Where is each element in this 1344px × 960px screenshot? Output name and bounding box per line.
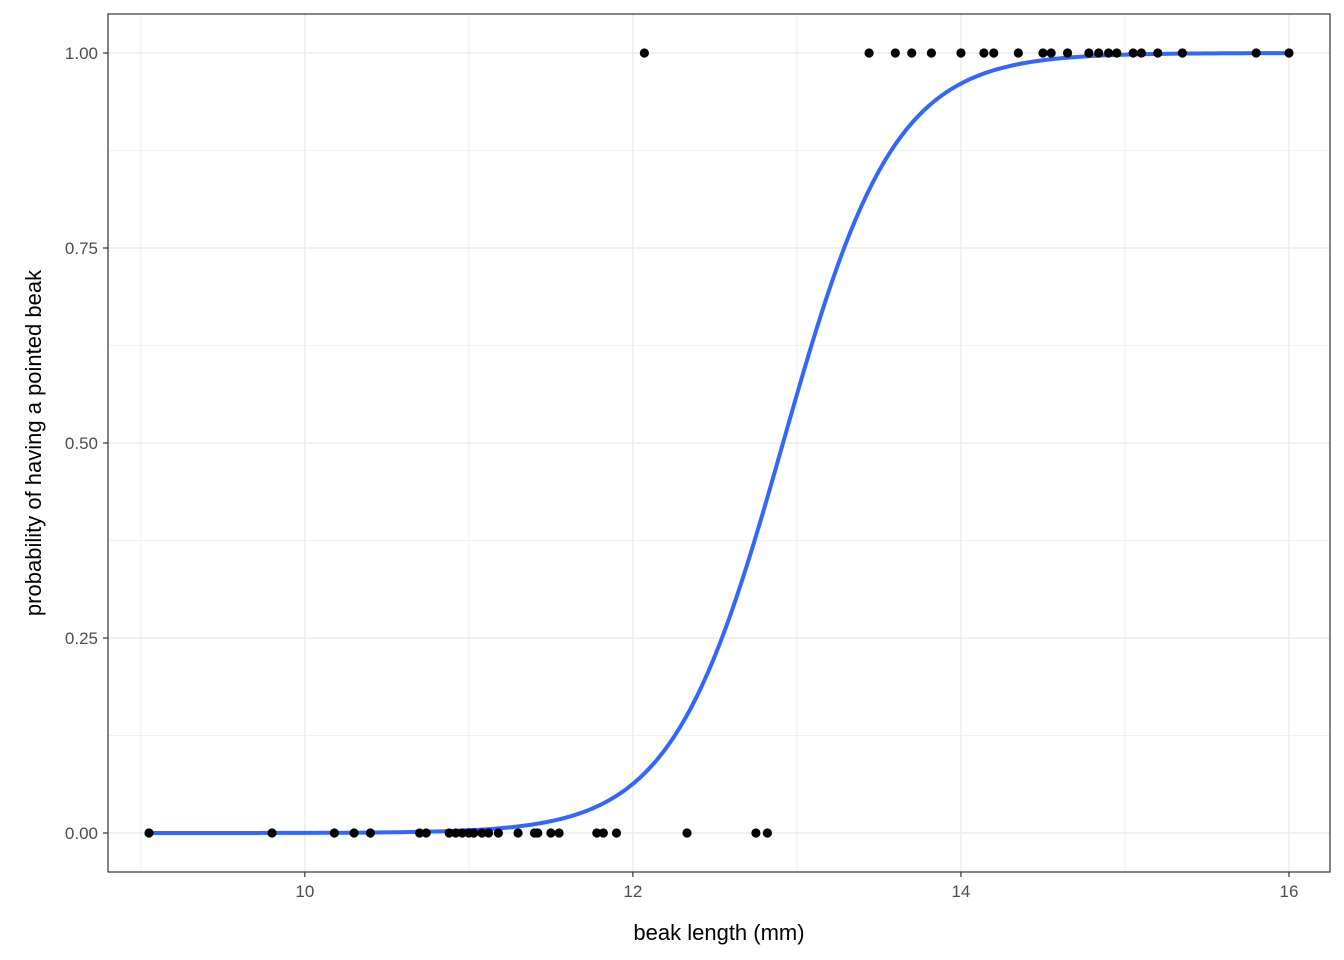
data-point: [267, 828, 277, 838]
x-tick-label: 14: [951, 882, 970, 901]
data-point: [444, 828, 454, 838]
x-axis-title: beak length (mm): [633, 920, 804, 945]
data-point: [554, 828, 564, 838]
y-tick-label: 0.75: [65, 239, 98, 258]
data-point: [1103, 48, 1114, 58]
data-point: [1084, 48, 1094, 58]
data-point: [546, 828, 556, 838]
data-point: [421, 828, 431, 838]
y-tick-label: 0.50: [65, 434, 98, 453]
data-point: [890, 48, 900, 58]
y-tick-label: 0.00: [65, 824, 98, 843]
data-point: [1251, 48, 1261, 58]
data-point: [1112, 48, 1122, 58]
y-tick-label: 0.25: [65, 629, 98, 648]
data-points: [144, 48, 1294, 838]
data-point: [451, 828, 461, 838]
data-point: [365, 828, 376, 838]
data-point: [483, 828, 494, 838]
data-point: [469, 828, 479, 838]
data-point: [611, 828, 622, 838]
data-point: [1284, 48, 1294, 58]
grid-lines: [108, 14, 1330, 872]
y-axis-title: probability of having a pointed beak: [21, 269, 46, 616]
data-point: [926, 48, 937, 58]
data-point: [144, 828, 154, 838]
x-tick-label: 16: [1280, 882, 1299, 901]
data-point: [457, 828, 467, 838]
data-point: [477, 828, 487, 838]
data-point: [415, 828, 425, 838]
data-point: [989, 48, 999, 58]
x-axis-ticks: 10 12 14 16: [295, 872, 1298, 901]
data-point: [533, 828, 543, 838]
data-point: [1177, 48, 1187, 58]
data-point: [1094, 48, 1104, 58]
data-point: [751, 828, 761, 838]
data-point: [907, 48, 917, 58]
data-point: [682, 828, 692, 838]
y-axis-ticks: 0.00 0.25 0.50 0.75 1.00: [65, 44, 108, 843]
data-point: [1062, 48, 1073, 58]
data-point: [762, 828, 772, 838]
data-point: [598, 828, 608, 838]
data-point: [639, 48, 649, 58]
data-point: [979, 48, 989, 58]
data-point: [1038, 48, 1048, 58]
data-point: [864, 48, 874, 58]
data-point: [1128, 48, 1138, 58]
data-point: [1136, 48, 1146, 58]
data-point: [1153, 48, 1163, 58]
data-point: [349, 828, 359, 838]
data-point: [592, 828, 602, 838]
data-point: [513, 828, 523, 838]
data-point: [1046, 48, 1056, 58]
data-point: [1013, 48, 1023, 58]
x-tick-label: 10: [295, 882, 314, 901]
data-point: [493, 828, 503, 838]
x-tick-label: 12: [623, 882, 642, 901]
data-point: [956, 48, 966, 58]
data-point: [329, 828, 339, 838]
y-tick-label: 1.00: [65, 44, 98, 63]
